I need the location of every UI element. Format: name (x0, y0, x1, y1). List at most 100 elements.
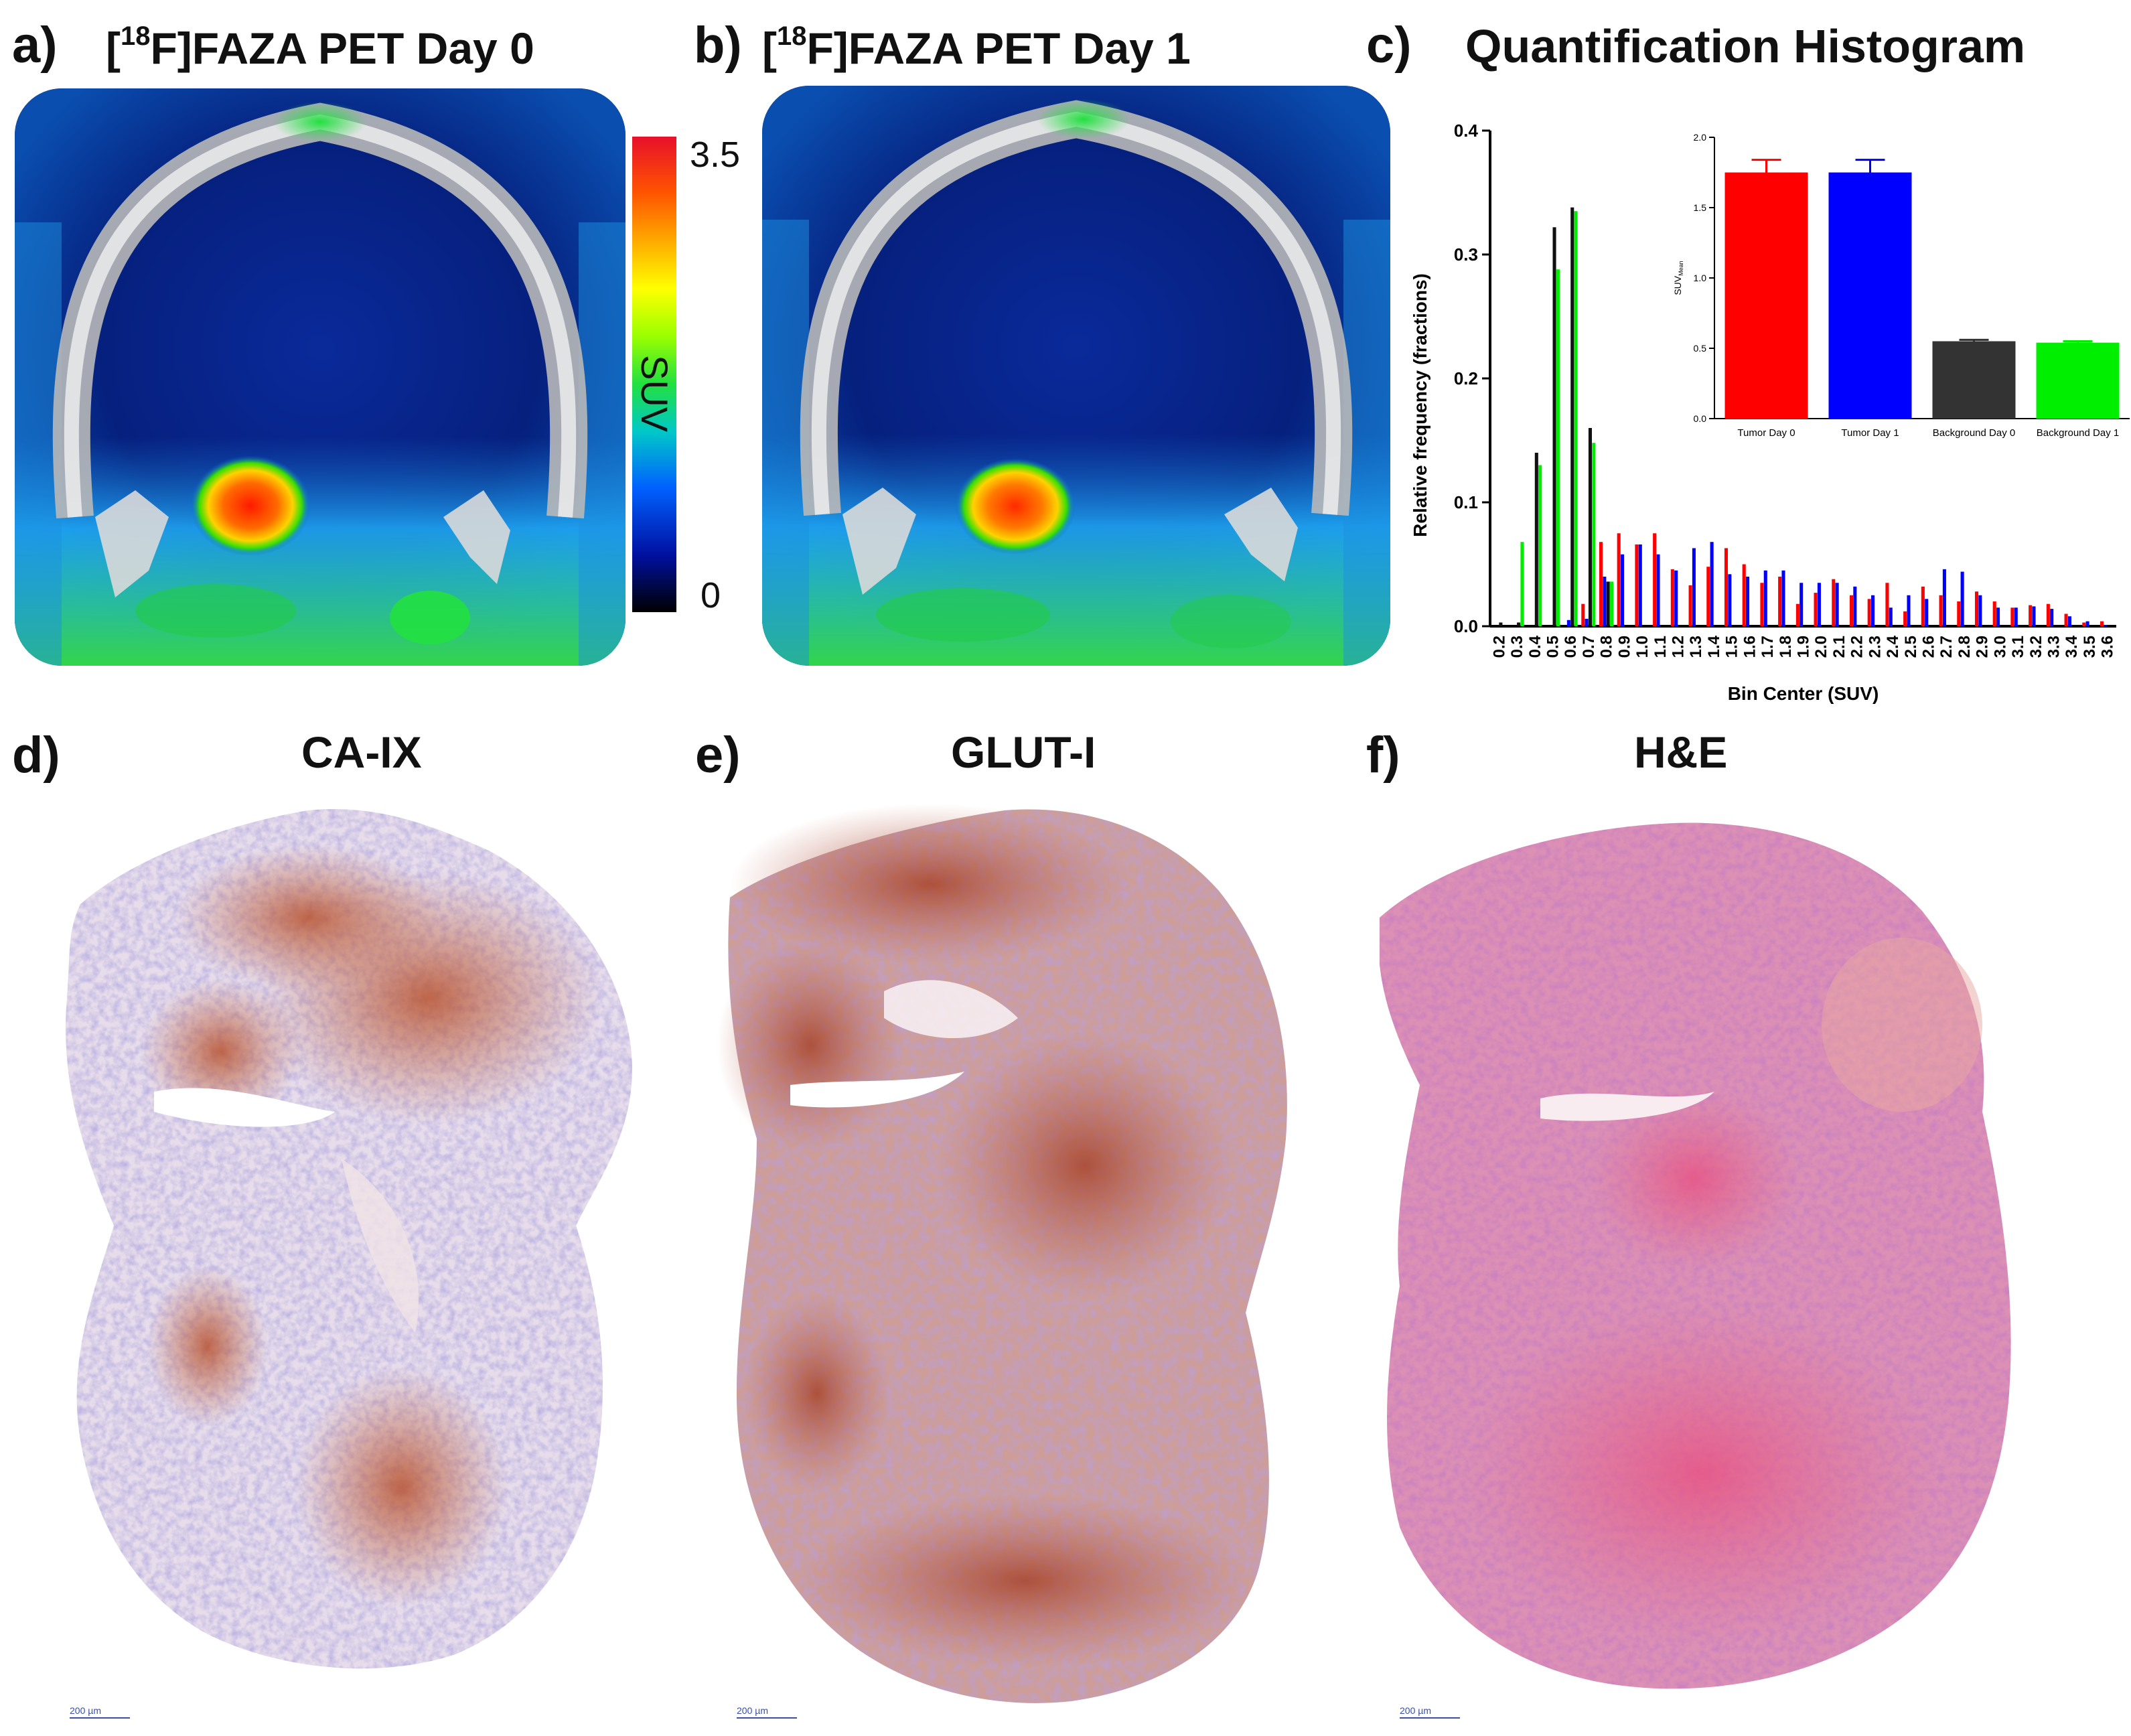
histogram-chart: 0.00.10.20.30.40.2 0.3 0.4 0.5 0.6 0.7 0.8 0.9 1… (1410, 121, 2130, 704)
histogram-bar (1925, 599, 1929, 626)
histogram-bar (1592, 443, 1596, 626)
pet-image-day1 (762, 86, 1390, 666)
inset-x-tick-label: Tumor Day 1 (1841, 427, 1899, 439)
histogram-bar (1814, 593, 1818, 626)
histogram-bar (1849, 595, 1854, 626)
histogram-x-tick-label: 1.5 (1723, 636, 1741, 658)
histogram-bar (1871, 595, 1875, 626)
histogram-bar (2050, 609, 2054, 626)
histogram-x-tick-label: 0.3 (1508, 636, 1526, 658)
histogram-x-tick-label: 1.9 (1795, 636, 1813, 658)
histogram-bar (1674, 570, 1678, 626)
histogram-x-tick-label: 3.2 (2027, 636, 2045, 658)
histogram-bar (1538, 465, 1542, 626)
histogram-bar (2014, 607, 2018, 626)
histogram-x-tick-label: 1.2 (1670, 636, 1688, 658)
histogram-bar (2029, 605, 2033, 626)
inset-bar (1724, 172, 1808, 419)
panel-label-e: e) (695, 727, 741, 784)
histogram-bar (2082, 622, 2086, 626)
title-b-sup: 18 (776, 21, 807, 51)
histogram-bar (1742, 564, 1746, 626)
histogram-x-tick-label: 2.6 (1920, 636, 1938, 658)
histogram-bar (1574, 211, 1578, 626)
panel-title-b: [18F]FAZA PET Day 1 (762, 23, 1191, 70)
histogram-bar (1556, 269, 1560, 626)
histogram-bar (1609, 581, 1614, 626)
histogram-x-tick-label: 1.3 (1687, 636, 1705, 658)
histogram-bar (2085, 621, 2089, 626)
histogram-x-tick-label: 2.5 (1902, 636, 1920, 658)
pet-image-day0 (15, 88, 626, 666)
histogram-x-tick-label: 2.7 (1937, 636, 1956, 658)
histogram-x-tick-label: 3.4 (2063, 635, 2081, 658)
histogram-bar (1517, 622, 1521, 626)
title-a-post: F]FAZA PET Day 0 (150, 23, 534, 73)
histogram-bar (2032, 606, 2036, 626)
histogram-bar (1638, 544, 1642, 626)
panel-title-c: Quantification Histogram (1465, 20, 2026, 72)
histogram-x-tick-label: 0.4 (1526, 635, 1544, 658)
histogram-bar (1996, 607, 2000, 626)
histogram-y-tick-label: 0.2 (1454, 368, 1478, 388)
inset-y-tick-label: 1.0 (1694, 273, 1707, 283)
histogram-bar (1581, 603, 1585, 626)
histogram-bar (1799, 583, 1804, 626)
histogram-bar (2100, 621, 2104, 626)
histogram-bar (1499, 622, 1503, 626)
inset-x-tick-label: Background Day 0 (1933, 427, 2015, 439)
inset-y-tick-label: 1.5 (1694, 202, 1707, 213)
histogram-bar (1603, 577, 1607, 626)
scale-label-d: 200 µm (70, 1705, 101, 1716)
histogram-x-tick-label: 1.4 (1705, 635, 1723, 658)
histogram-bar (1885, 583, 1889, 626)
histogram-x-tick-label: 2.8 (1956, 636, 1974, 658)
histogram-bar (1520, 542, 1524, 626)
inset-y-tick-label: 0.5 (1694, 343, 1707, 354)
histogram-x-tick-label: 3.5 (2081, 636, 2099, 658)
histogram-x-tick-label: 0.6 (1562, 636, 1580, 658)
histogram-bar (1957, 601, 1961, 626)
histogram-bar (1552, 227, 1556, 626)
histogram-bar (1832, 579, 1836, 626)
histogram-bar (1942, 569, 1946, 626)
histogram-bar (2010, 607, 2014, 626)
histogram-y-tick-label: 0.1 (1454, 492, 1478, 512)
panel-title-d: CA-IX (301, 727, 422, 777)
histogram-bar (1670, 569, 1674, 626)
histogram-bar (1688, 585, 1692, 626)
colorbar-axis-label: SUV (634, 355, 676, 433)
panel-label-f: f) (1366, 727, 1400, 784)
histogram-bar (1728, 574, 1732, 626)
histogram-bar (1746, 577, 1750, 626)
scale-bar-d: 200 µm (70, 1705, 130, 1719)
histogram-bar (1534, 453, 1538, 626)
histogram-bar (1889, 607, 1893, 626)
title-a-pre: [ (106, 23, 121, 73)
scale-label-e: 200 µm (737, 1705, 768, 1716)
histogram-y-tick-label: 0.3 (1454, 244, 1478, 265)
histogram-x-tick-label: 3.6 (2099, 636, 2117, 658)
histogram-x-tick-label: 2.9 (1974, 636, 1992, 658)
panel-label-b: b) (694, 17, 742, 74)
inset-x-tick-label: Background Day 1 (2037, 427, 2119, 439)
histogram-bar (1781, 570, 1785, 626)
histogram-bar (1760, 583, 1764, 626)
histogram-bar (1710, 542, 1714, 626)
histogram-x-tick-label: 1.0 (1633, 636, 1651, 658)
inset-x-tick-label: Tumor Day 0 (1737, 427, 1795, 439)
histogram-bar (2064, 613, 2068, 626)
histogram-x-tick-label: 0.5 (1544, 636, 1562, 658)
histogram-x-tick-label: 3.3 (2045, 636, 2063, 658)
histogram-bar (1853, 586, 1857, 626)
histogram-x-tick-label: 2.2 (1848, 636, 1866, 658)
pet-image-day1-graphic (762, 86, 1390, 666)
histogram-bar (1653, 533, 1657, 626)
he-histology-image (1380, 822, 2011, 1689)
title-b-post: F]FAZA PET Day 1 (806, 23, 1191, 73)
histogram-x-tick-label: 1.1 (1651, 636, 1670, 658)
histogram-x-tick-label: 0.7 (1580, 636, 1598, 658)
histogram-bar (1692, 548, 1696, 626)
histogram-x-tick-label: 2.4 (1884, 635, 1902, 658)
histogram-bar (1974, 591, 1979, 626)
